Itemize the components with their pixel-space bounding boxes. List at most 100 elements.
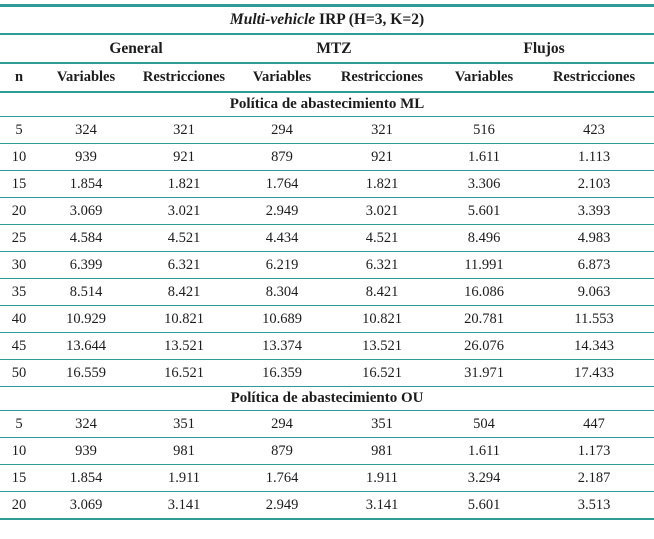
- value-cell: 9.063: [534, 278, 654, 306]
- value-cell: 981: [134, 437, 234, 465]
- table-row: 5 324 351 294 351 504 447: [0, 410, 654, 438]
- value-cell: 13.521: [330, 332, 434, 360]
- group-header-row: General MTZ Flujos: [0, 34, 654, 64]
- value-cell: 3.141: [330, 491, 434, 520]
- value-cell: 10.689: [234, 305, 330, 333]
- value-cell: 423: [534, 116, 654, 144]
- value-cell: 3.069: [38, 197, 134, 225]
- value-cell: 20.781: [434, 305, 534, 333]
- value-cell: 13.374: [234, 332, 330, 360]
- column-header-variables-flujos: Variables: [434, 63, 534, 93]
- value-cell: 5.601: [434, 197, 534, 225]
- table-title: Multi-vehicle IRP (H=3, K=2): [0, 5, 654, 35]
- group-header-mtz: MTZ: [234, 34, 434, 64]
- value-cell: 1.854: [38, 170, 134, 198]
- column-header-restricciones-mtz: Restricciones: [330, 63, 434, 93]
- value-cell: 5.601: [434, 491, 534, 520]
- table-row: 5 324 321 294 321 516 423: [0, 116, 654, 144]
- n-value: 40: [0, 305, 38, 333]
- value-cell: 4.521: [330, 224, 434, 252]
- value-cell: 939: [38, 143, 134, 171]
- value-cell: 4.584: [38, 224, 134, 252]
- value-cell: 1.611: [434, 143, 534, 171]
- value-cell: 1.113: [534, 143, 654, 171]
- value-cell: 2.949: [234, 197, 330, 225]
- value-cell: 3.069: [38, 491, 134, 520]
- value-cell: 3.141: [134, 491, 234, 520]
- column-header-variables-general: Variables: [38, 63, 134, 93]
- value-cell: 2.187: [534, 464, 654, 492]
- value-cell: 3.393: [534, 197, 654, 225]
- column-header-row: n Variables Restricciones Variables Rest…: [0, 63, 654, 93]
- value-cell: 447: [534, 410, 654, 438]
- value-cell: 351: [330, 410, 434, 438]
- table-row: 45 13.644 13.521 13.374 13.521 26.076 14.343: [0, 332, 654, 360]
- value-cell: 1.821: [330, 170, 434, 198]
- value-cell: 294: [234, 116, 330, 144]
- value-cell: 321: [330, 116, 434, 144]
- value-cell: 1.854: [38, 464, 134, 492]
- n-value: 10: [0, 143, 38, 171]
- table-row: 15 1.854 1.911 1.764 1.911 3.294 2.187: [0, 464, 654, 492]
- value-cell: 6.873: [534, 251, 654, 279]
- value-cell: 6.321: [134, 251, 234, 279]
- value-cell: 14.343: [534, 332, 654, 360]
- value-cell: 4.983: [534, 224, 654, 252]
- value-cell: 1.611: [434, 437, 534, 465]
- n-value: 10: [0, 437, 38, 465]
- value-cell: 351: [134, 410, 234, 438]
- column-header-restricciones-general: Restricciones: [134, 63, 234, 93]
- value-cell: 1.911: [330, 464, 434, 492]
- n-value: 15: [0, 170, 38, 198]
- n-value: 5: [0, 116, 38, 144]
- value-cell: 1.173: [534, 437, 654, 465]
- n-value: 25: [0, 224, 38, 252]
- value-cell: 16.359: [234, 359, 330, 387]
- n-value: 35: [0, 278, 38, 306]
- table-row: 40 10.929 10.821 10.689 10.821 20.781 11.553: [0, 305, 654, 333]
- table-row: 30 6.399 6.321 6.219 6.321 11.991 6.873: [0, 251, 654, 279]
- n-value: 50: [0, 359, 38, 387]
- table-row: 10 939 921 879 921 1.611 1.113: [0, 143, 654, 171]
- section-header-row: Política de abastecimiento ML: [0, 92, 654, 117]
- value-cell: 6.321: [330, 251, 434, 279]
- table-title-row: Multi-vehicle IRP (H=3, K=2): [0, 5, 654, 35]
- value-cell: 1.764: [234, 464, 330, 492]
- value-cell: 321: [134, 116, 234, 144]
- section-title: Política de abastecimiento ML: [0, 92, 654, 117]
- value-cell: 16.559: [38, 359, 134, 387]
- value-cell: 1.911: [134, 464, 234, 492]
- value-cell: 10.929: [38, 305, 134, 333]
- value-cell: 10.821: [330, 305, 434, 333]
- n-value: 5: [0, 410, 38, 438]
- value-cell: 16.521: [330, 359, 434, 387]
- value-cell: 921: [330, 143, 434, 171]
- value-cell: 13.521: [134, 332, 234, 360]
- value-cell: 3.306: [434, 170, 534, 198]
- table-row: 50 16.559 16.521 16.359 16.521 31.971 17.433: [0, 359, 654, 387]
- group-header-general: General: [38, 34, 234, 64]
- value-cell: 324: [38, 410, 134, 438]
- value-cell: 939: [38, 437, 134, 465]
- value-cell: 3.513: [534, 491, 654, 520]
- table-row: 20 3.069 3.141 2.949 3.141 5.601 3.513: [0, 491, 654, 520]
- table-row: 20 3.069 3.021 2.949 3.021 5.601 3.393: [0, 197, 654, 225]
- value-cell: 1.821: [134, 170, 234, 198]
- table-row: 35 8.514 8.421 8.304 8.421 16.086 9.063: [0, 278, 654, 306]
- value-cell: 11.991: [434, 251, 534, 279]
- value-cell: 3.021: [330, 197, 434, 225]
- value-cell: 10.821: [134, 305, 234, 333]
- value-cell: 2.949: [234, 491, 330, 520]
- n-value: 45: [0, 332, 38, 360]
- n-value: 15: [0, 464, 38, 492]
- value-cell: 3.294: [434, 464, 534, 492]
- value-cell: 11.553: [534, 305, 654, 333]
- table-row: 15 1.854 1.821 1.764 1.821 3.306 2.103: [0, 170, 654, 198]
- value-cell: 921: [134, 143, 234, 171]
- value-cell: 6.399: [38, 251, 134, 279]
- value-cell: 16.086: [434, 278, 534, 306]
- section-title: Política de abastecimiento OU: [0, 386, 654, 411]
- value-cell: 981: [330, 437, 434, 465]
- section-header-row: Política de abastecimiento OU: [0, 386, 654, 411]
- value-cell: 879: [234, 143, 330, 171]
